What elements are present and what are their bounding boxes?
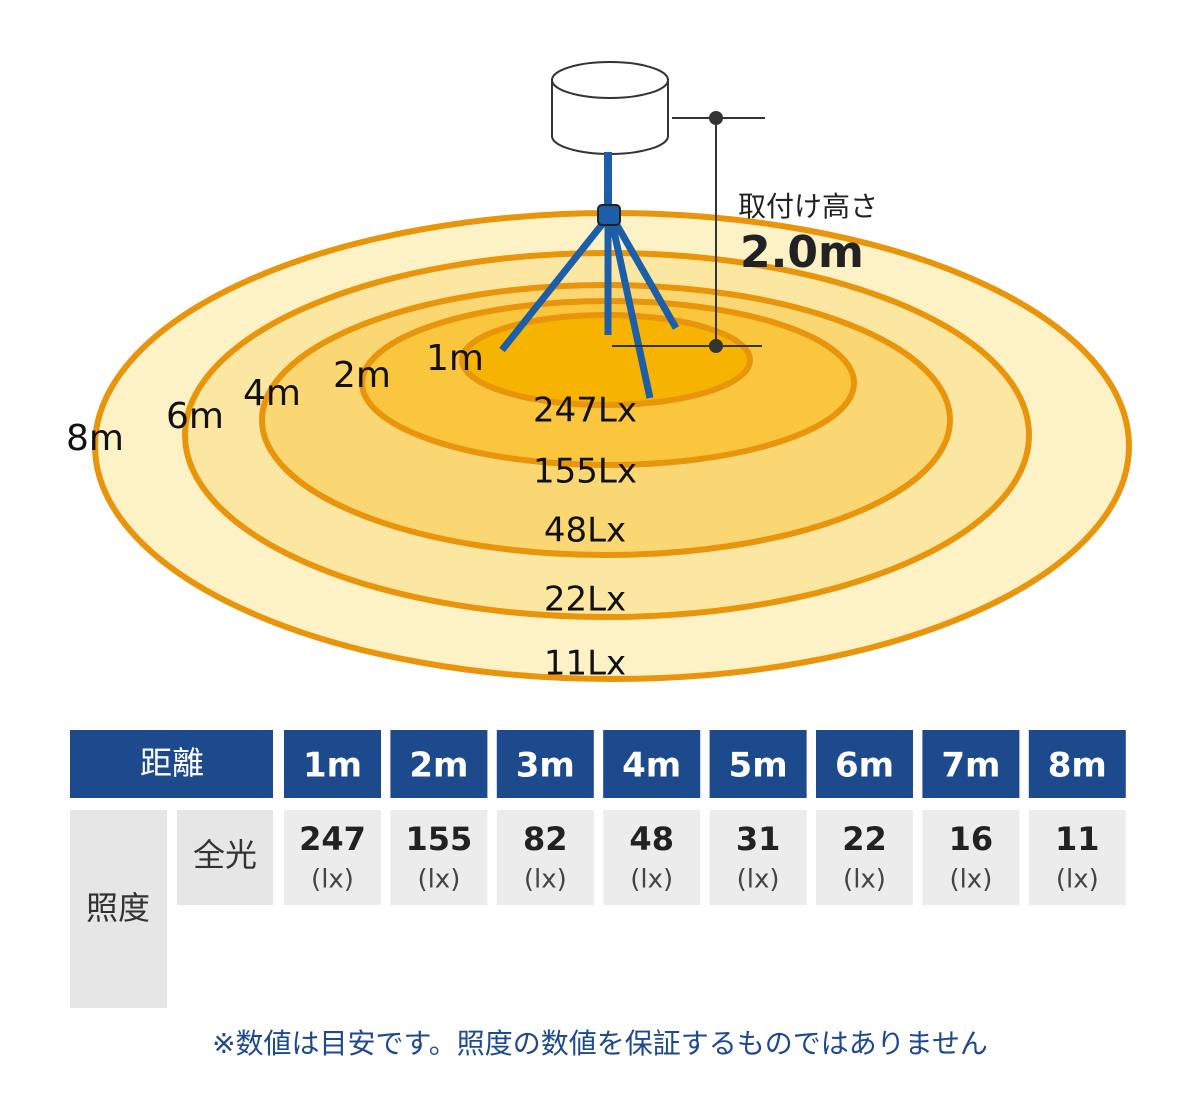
header-cell: [1028, 730, 1126, 798]
value: 16: [949, 820, 994, 858]
lamp-top: [551, 61, 669, 99]
marker-dot: [709, 111, 723, 125]
distance-label: 1m: [426, 338, 484, 379]
value-cell: [603, 810, 701, 905]
unit: (lx): [524, 865, 567, 895]
sub-label-cell: [177, 810, 273, 905]
value-cell: [709, 810, 807, 905]
header-cell: [816, 730, 913, 798]
header-text: 距離: [140, 744, 204, 782]
unit: (lx): [949, 865, 992, 895]
value: 11: [1055, 820, 1100, 858]
value-cell: [284, 810, 381, 905]
note: ※数値は目安です。照度の数値を保証するものではありません: [212, 1027, 988, 1060]
lux-label: 22Lx: [544, 580, 626, 620]
distance-label: 4m: [243, 373, 301, 414]
unit: (lx): [1056, 865, 1099, 895]
value: 22: [842, 820, 887, 858]
height-marker: [612, 111, 765, 353]
lux-label: 11Lx: [544, 644, 626, 684]
header-cell: [70, 730, 273, 798]
header-text: 2m: [409, 746, 468, 786]
ring-labels: 8m 11Lx 6m 22Lx 4m 48Lx 2m 155Lx 1m 247Lx: [66, 338, 637, 684]
height-value: 2.0m: [740, 227, 864, 278]
leg: [610, 218, 680, 330]
height-label: 取付け高さ: [738, 190, 878, 223]
value-cell: [390, 810, 488, 905]
leg: [499, 219, 607, 353]
value-cell: [496, 810, 594, 905]
marker-dot: [709, 339, 723, 353]
row-label: 照度: [86, 889, 150, 927]
unit: (lx): [417, 865, 460, 895]
value-cell: [816, 810, 913, 905]
header-text: 5m: [729, 746, 788, 786]
value: 247: [299, 820, 366, 858]
pole-joint: [597, 204, 621, 226]
header-cell: [284, 730, 381, 798]
unit: (lx): [630, 865, 673, 895]
header-cell: [496, 730, 594, 798]
illuminance-rings: [92, 210, 1132, 682]
header-text: 4m: [622, 746, 681, 786]
header-text: 3m: [516, 746, 575, 786]
unit: (lx): [311, 865, 354, 895]
value: 155: [406, 820, 473, 858]
distance-label: 2m: [333, 355, 391, 396]
header-text: 7m: [941, 746, 1000, 786]
header-text: 1m: [303, 746, 362, 786]
header-cell: [390, 730, 488, 798]
unit: (lx): [843, 865, 886, 895]
distance-label: 8m: [66, 418, 124, 459]
value: 31: [736, 820, 781, 858]
header-cell: [603, 730, 701, 798]
lux-label: 48Lx: [544, 511, 626, 551]
value: 48: [629, 820, 674, 858]
value-cell: [1028, 810, 1126, 905]
distance-label: 6m: [166, 396, 224, 437]
unit: (lx): [737, 865, 780, 895]
lux-label: 247Lx: [533, 391, 637, 431]
header-text: 8m: [1048, 746, 1107, 786]
row-label-cell: [70, 810, 167, 1008]
header-text: 6m: [835, 746, 894, 786]
lux-label: 155Lx: [533, 452, 637, 492]
value: 82: [523, 820, 568, 858]
lamp: [499, 61, 680, 399]
leg: [608, 221, 654, 399]
header-cell: [922, 730, 1020, 798]
header-cell: [709, 730, 807, 798]
value-cell: [922, 810, 1020, 905]
sub-label: 全光: [193, 836, 257, 874]
